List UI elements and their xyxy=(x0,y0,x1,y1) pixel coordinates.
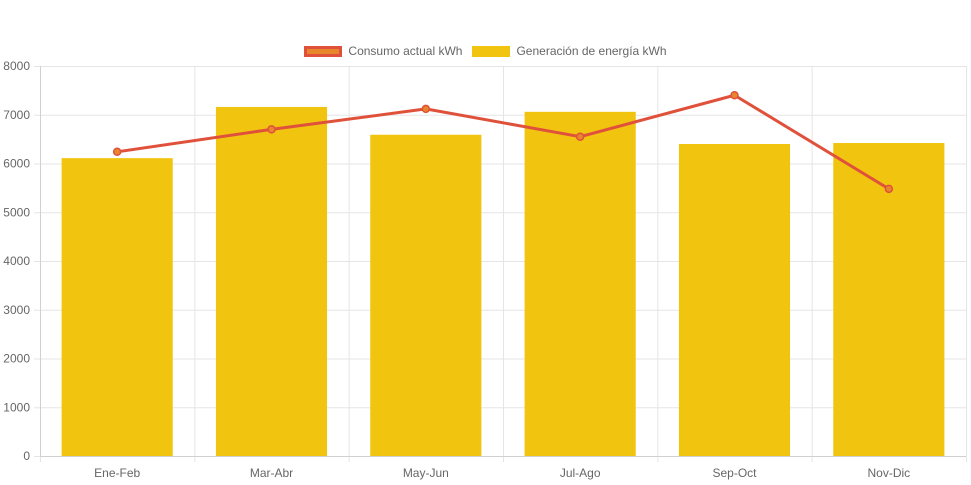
y-tick-label: 6000 xyxy=(3,157,30,171)
y-tick-label: 0 xyxy=(23,449,30,463)
legend-swatch-consumo xyxy=(304,45,343,57)
y-tick-label: 4000 xyxy=(3,254,30,268)
legend: Consumo actual kWh Generación de energía… xyxy=(0,42,971,60)
y-tick-label: 1000 xyxy=(3,400,30,414)
x-tick-label: May-Jun xyxy=(403,466,449,480)
x-tick-label: Mar-Abr xyxy=(250,466,293,480)
point-may-jun xyxy=(421,104,431,114)
point-mar-abr xyxy=(267,125,276,134)
point-jul-ago xyxy=(575,132,585,141)
point-ene-feb xyxy=(112,147,122,157)
bar-mar-abr xyxy=(215,106,328,456)
bar-may-jun xyxy=(370,134,482,457)
x-tick-label: Sep-Oct xyxy=(712,466,757,480)
legend-swatch-generacion xyxy=(472,45,511,57)
legend-item-consumo[interactable]: Consumo actual kWh xyxy=(304,44,462,58)
x-tick-label: Jul-Ago xyxy=(560,466,601,480)
legend-label-consumo: Consumo actual kWh xyxy=(348,44,463,58)
point-nov-dic xyxy=(884,184,894,194)
grid-lines xyxy=(34,66,967,462)
legend-item-generacion[interactable]: Generación de energía kWh xyxy=(472,44,667,58)
bar-ene-feb xyxy=(61,158,173,456)
y-axis-ticks: 0 1000 2000 3000 4000 5000 6000 7000 8000 xyxy=(3,59,30,463)
y-tick-label: 8000 xyxy=(3,59,30,73)
x-axis-ticks: Ene-Feb Mar-Abr May-Jun Jul-Ago Sep-Oct Nov-D… xyxy=(94,466,910,480)
line-consumo xyxy=(112,91,894,194)
bar-nov-dic xyxy=(833,143,945,456)
y-tick-label: 5000 xyxy=(3,205,30,219)
x-tick-label: Nov-Dic xyxy=(867,466,910,480)
bar-sep-oct xyxy=(678,144,791,456)
point-sep-oct xyxy=(730,91,739,100)
bars-generacion xyxy=(61,106,945,457)
bar-jul-ago xyxy=(524,111,636,456)
legend-label-generacion: Generación de energía kWh xyxy=(516,44,667,58)
y-tick-label: 7000 xyxy=(3,108,30,122)
x-tick-label: Ene-Feb xyxy=(94,466,140,480)
consumo-line xyxy=(116,93,890,191)
y-tick-label: 3000 xyxy=(3,303,30,317)
y-tick-label: 2000 xyxy=(3,352,30,366)
